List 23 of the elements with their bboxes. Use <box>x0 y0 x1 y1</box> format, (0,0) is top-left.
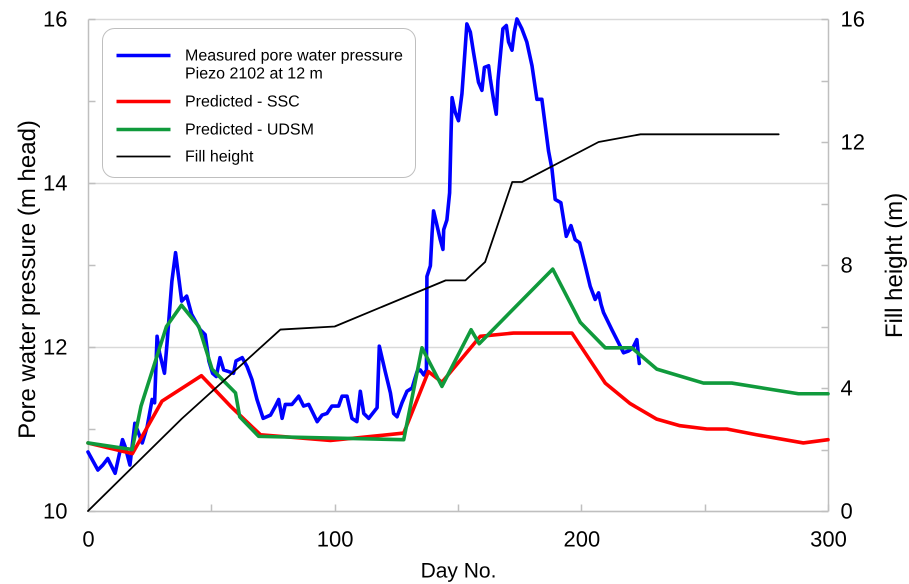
y-axis-title: Pore water pressure (m head) <box>14 120 42 439</box>
x-tick-label: 0 <box>82 526 95 552</box>
x-tick-label: 100 <box>316 526 354 552</box>
y2-tick-label: 12 <box>840 130 865 154</box>
legend-label: Predicted - UDSM <box>185 122 314 138</box>
x-tick-label: 300 <box>810 526 847 552</box>
y2-tick-label: 0 <box>840 498 853 524</box>
y-tick-label: 14 <box>43 170 68 196</box>
y2-axis-title: Fill height (m) <box>880 192 908 338</box>
line-series <box>87 133 780 512</box>
legend-label: Measured pore water pressure Piezo 2102 at 12 m <box>185 48 403 82</box>
y2-tick-label: 8 <box>840 252 853 278</box>
y-tick-label: 12 <box>43 334 68 360</box>
y2-tick-label: 4 <box>840 376 853 400</box>
line-series <box>86 17 642 476</box>
y2-tick-label: 16 <box>840 6 865 32</box>
line-series <box>86 267 830 452</box>
legend-label: Fill height <box>185 148 254 166</box>
y-tick-label: 10 <box>43 498 68 524</box>
legend-label: Predicted - SSC <box>185 94 300 110</box>
y-tick-label: 16 <box>43 6 68 32</box>
x-axis-title: Day No. <box>420 560 496 582</box>
x-tick-label: 200 <box>563 526 600 552</box>
